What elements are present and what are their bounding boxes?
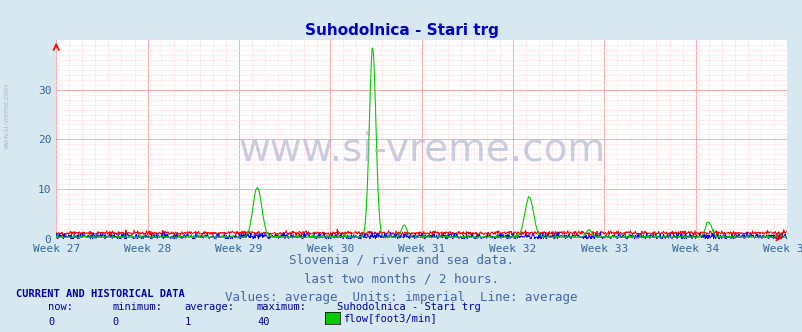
- Text: flow[foot3/min]: flow[foot3/min]: [342, 313, 436, 323]
- Text: Values: average  Units: imperial  Line: average: Values: average Units: imperial Line: av…: [225, 290, 577, 303]
- Text: www.si-vreme.com: www.si-vreme.com: [237, 130, 605, 168]
- Text: 0: 0: [48, 317, 55, 327]
- Text: 40: 40: [257, 317, 269, 327]
- Text: 1: 1: [184, 317, 191, 327]
- Text: CURRENT AND HISTORICAL DATA: CURRENT AND HISTORICAL DATA: [16, 289, 184, 299]
- Text: Suhodolnica - Stari trg: Suhodolnica - Stari trg: [304, 23, 498, 38]
- Text: minimum:: minimum:: [112, 302, 162, 312]
- Text: Suhodolnica - Stari trg: Suhodolnica - Stari trg: [337, 302, 480, 312]
- Text: maximum:: maximum:: [257, 302, 306, 312]
- Text: Slovenia / river and sea data.: Slovenia / river and sea data.: [289, 254, 513, 267]
- Text: 0: 0: [112, 317, 119, 327]
- Text: now:: now:: [48, 302, 73, 312]
- Text: average:: average:: [184, 302, 234, 312]
- Text: last two months / 2 hours.: last two months / 2 hours.: [304, 272, 498, 285]
- Text: www.si-vreme.com: www.si-vreme.com: [4, 83, 10, 149]
